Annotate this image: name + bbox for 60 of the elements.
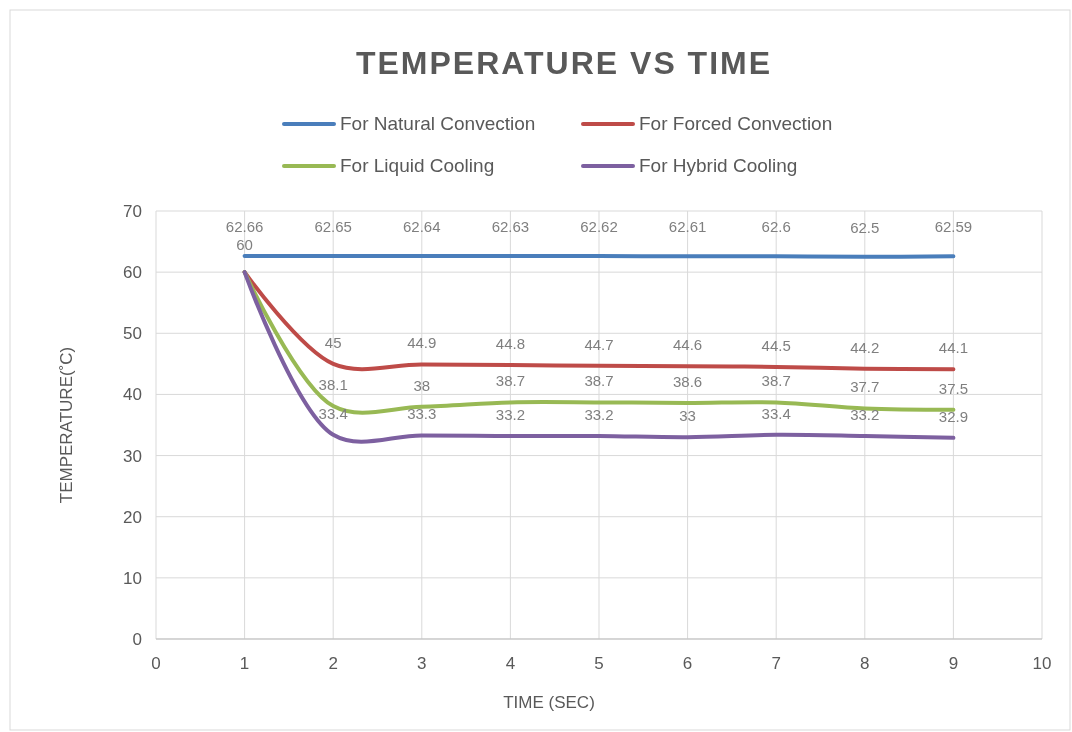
data-label: 44.8 xyxy=(495,335,525,353)
data-label: 38.7 xyxy=(584,372,614,390)
x-tick-label: 7 xyxy=(771,654,781,673)
data-label: 44.6 xyxy=(673,336,703,354)
legend-label: For Hybrid Cooling xyxy=(639,155,798,176)
x-axis-title: TIME (SEC) xyxy=(503,693,595,712)
data-label: 62.65 xyxy=(314,217,352,235)
x-tick-label: 2 xyxy=(328,654,338,673)
data-label: 62.6 xyxy=(761,218,791,236)
data-label: 62.63 xyxy=(491,218,530,236)
x-tick-label: 3 xyxy=(417,654,427,673)
data-label: 33.4 xyxy=(761,404,791,422)
x-tick-label: 9 xyxy=(948,654,959,673)
data-label: 62.62 xyxy=(580,218,618,236)
y-tick-label: 20 xyxy=(123,507,142,527)
y-axis-title: TEMPERATURE(˚C) xyxy=(57,346,76,504)
data-label: 38 xyxy=(413,376,431,394)
data-label: 44.9 xyxy=(407,334,437,352)
y-tick-label: 30 xyxy=(123,446,142,466)
y-tick-label: 50 xyxy=(123,324,142,344)
data-label: 62.59 xyxy=(934,218,973,236)
data-label: 45 xyxy=(324,333,342,351)
data-label: 38.6 xyxy=(673,372,703,390)
data-label: 44.7 xyxy=(584,335,614,353)
data-label: 37.5 xyxy=(938,379,968,397)
data-label: 37.7 xyxy=(850,378,880,396)
y-tick-label: 70 xyxy=(123,202,142,221)
data-label: 33.3 xyxy=(407,405,437,423)
y-tick-label: 0 xyxy=(132,630,142,649)
data-label: 32.9 xyxy=(938,407,968,425)
data-label: 44.1 xyxy=(938,339,968,357)
x-tick-label: 5 xyxy=(594,654,604,673)
y-tick-label: 10 xyxy=(123,568,142,588)
x-tick-label: 10 xyxy=(1032,654,1052,673)
legend-label: For Liquid Cooling xyxy=(340,155,495,176)
data-label: 60 xyxy=(236,236,253,254)
data-label: 62.5 xyxy=(850,218,880,236)
x-tick-label: 8 xyxy=(860,654,870,673)
data-label: 62.66 xyxy=(225,217,264,235)
data-label: 33.2 xyxy=(584,406,614,424)
data-label: 62.64 xyxy=(403,218,441,235)
legend-label: For Forced Convection xyxy=(639,113,833,134)
y-tick-label: 40 xyxy=(123,385,142,405)
data-label: 44.2 xyxy=(850,338,880,356)
y-tick-label: 60 xyxy=(123,263,142,283)
data-label: 62.61 xyxy=(668,218,707,236)
x-tick-label: 4 xyxy=(505,654,516,673)
legend-label: For Natural Convection xyxy=(340,113,536,134)
data-label: 33.4 xyxy=(318,404,348,422)
data-label: 38.7 xyxy=(495,372,525,390)
data-label: 33 xyxy=(679,407,696,425)
data-label: 38.1 xyxy=(318,376,348,394)
x-tick-label: 1 xyxy=(239,654,250,673)
x-tick-label: 6 xyxy=(682,654,693,673)
chart-title: TEMPERATURE VS TIME xyxy=(355,45,773,81)
data-label: 33.2 xyxy=(495,406,525,424)
x-tick-label: 0 xyxy=(151,654,161,673)
data-label: 38.7 xyxy=(761,372,791,390)
data-label: 33.2 xyxy=(850,406,880,424)
data-label: 44.5 xyxy=(761,336,791,354)
